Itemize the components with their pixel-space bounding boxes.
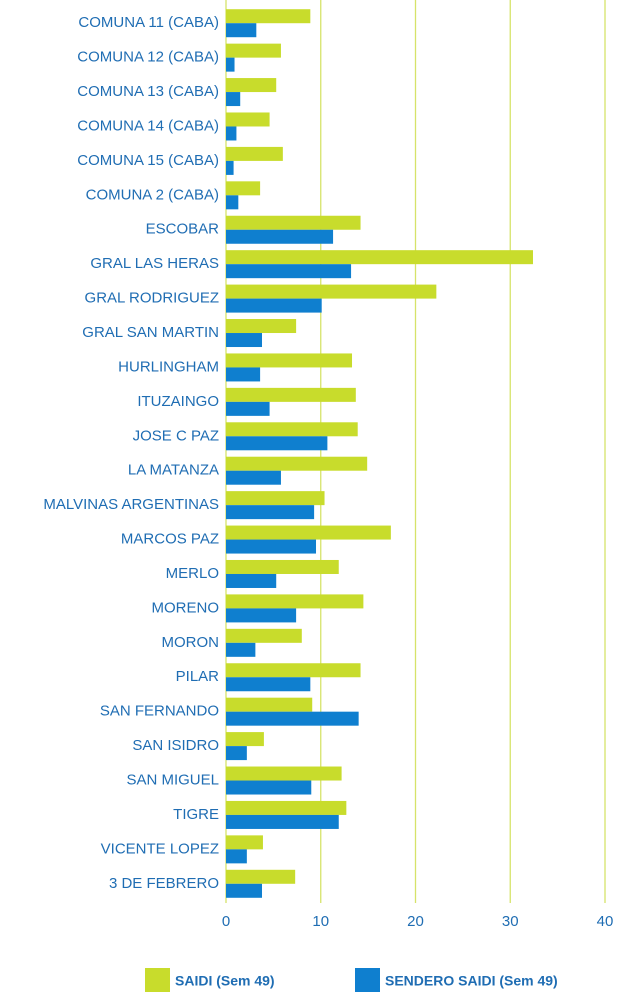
y-tick-label: TIGRE — [173, 806, 219, 823]
y-tick-label: COMUNA 11 (CABA) — [78, 14, 219, 31]
bar — [226, 505, 315, 520]
bar — [226, 766, 342, 781]
bar — [226, 800, 347, 815]
bar — [226, 814, 339, 829]
y-tick-label: 3 DE FEBRERO — [109, 875, 219, 892]
bar — [226, 470, 281, 485]
bar — [226, 849, 247, 864]
bar — [226, 160, 234, 175]
y-tick-label: MORON — [162, 634, 220, 651]
y-tick-label: MERLO — [166, 565, 219, 582]
bar — [226, 78, 277, 93]
bar — [226, 642, 256, 657]
y-tick-label: COMUNA 13 (CABA) — [77, 83, 219, 100]
x-tick-label: 10 — [312, 913, 329, 930]
bar — [226, 195, 239, 210]
bar — [226, 711, 359, 726]
y-tick-label: ITUZAINGO — [137, 393, 219, 410]
bar — [226, 746, 247, 761]
bar — [226, 298, 322, 313]
y-tick-label: SAN MIGUEL — [126, 771, 219, 788]
x-tick-label: 0 — [222, 913, 230, 930]
bar — [226, 422, 358, 437]
bar — [226, 401, 270, 416]
bar — [226, 732, 264, 747]
bar — [226, 284, 437, 299]
bar — [226, 559, 339, 574]
y-tick-label: COMUNA 14 (CABA) — [77, 117, 219, 134]
bar — [226, 539, 317, 554]
bar — [226, 573, 277, 588]
bar — [226, 319, 297, 334]
y-tick-label: GRAL SAN MARTIN — [82, 324, 219, 341]
bar — [226, 57, 235, 72]
bar — [226, 525, 391, 540]
y-tick-label: MALVINAS ARGENTINAS — [43, 496, 219, 513]
y-tick-label: MORENO — [152, 599, 220, 616]
bar — [226, 146, 283, 161]
y-tick-label: HURLINGHAM — [118, 358, 219, 375]
bar — [226, 92, 241, 107]
legend-text: SAIDI (Sem 49) — [175, 973, 275, 989]
bar — [226, 387, 356, 402]
y-tick-label: SAN ISIDRO — [132, 737, 219, 754]
x-tick-label: 40 — [597, 913, 614, 930]
bar — [226, 229, 334, 244]
x-tick-label: 30 — [502, 913, 519, 930]
bar — [226, 126, 237, 141]
bar — [226, 250, 533, 265]
legend-swatch — [145, 968, 170, 992]
bar — [226, 353, 353, 368]
y-tick-label: MARCOS PAZ — [121, 531, 219, 548]
legend-swatch — [355, 968, 380, 992]
bar — [226, 628, 302, 643]
y-tick-label: COMUNA 12 (CABA) — [77, 49, 219, 66]
bar — [226, 181, 261, 196]
bar — [226, 835, 263, 850]
bar — [226, 264, 352, 279]
x-tick-label: 20 — [407, 913, 424, 930]
y-tick-label: COMUNA 15 (CABA) — [77, 152, 219, 169]
bar — [226, 594, 364, 609]
bar — [226, 43, 281, 58]
bar — [226, 491, 325, 506]
bar — [226, 780, 312, 795]
bar — [226, 367, 261, 382]
bar — [226, 9, 311, 24]
y-tick-label: PILAR — [176, 668, 220, 685]
y-tick-label: ESCOBAR — [146, 221, 220, 238]
bar — [226, 23, 257, 38]
bar — [226, 697, 313, 712]
bar — [226, 456, 368, 471]
y-tick-label: GRAL LAS HERAS — [90, 255, 219, 272]
legend-text: SENDERO SAIDI (Sem 49) — [385, 973, 558, 989]
y-tick-label: VICENTE LOPEZ — [101, 840, 219, 857]
bar — [226, 677, 311, 692]
bar — [226, 869, 296, 884]
bar — [226, 436, 328, 451]
bar — [226, 333, 263, 348]
bar — [226, 215, 361, 230]
bar — [226, 608, 297, 623]
y-tick-label: JOSE C PAZ — [133, 427, 219, 444]
bar — [226, 663, 361, 678]
y-tick-label: GRAL RODRIGUEZ — [85, 290, 219, 307]
y-tick-label: SAN FERNANDO — [100, 703, 219, 720]
bar — [226, 883, 263, 898]
y-tick-label: LA MATANZA — [128, 462, 219, 479]
bar — [226, 112, 270, 127]
y-tick-label: COMUNA 2 (CABA) — [86, 186, 219, 203]
